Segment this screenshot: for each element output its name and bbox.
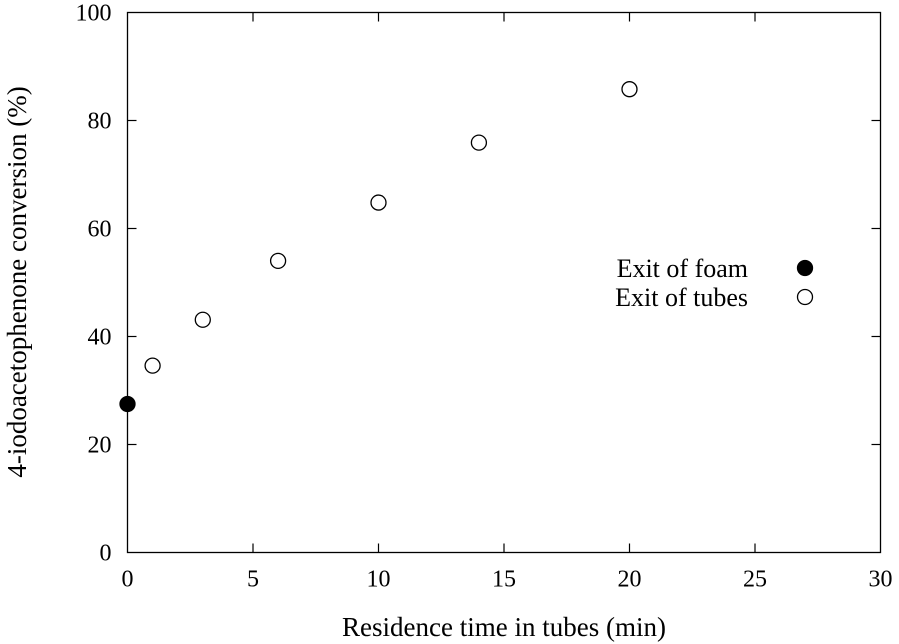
x-axis-label: Residence time in tubes (min) (342, 612, 666, 642)
y-tick-label: 100 (76, 1, 112, 27)
axis-ticks (127, 12, 881, 553)
plot-frame (126, 11, 882, 554)
point-exit-of-tubes (621, 81, 638, 98)
legend-marker-exit-of-tubes (796, 288, 814, 306)
x-tick-label: 0 (122, 567, 134, 593)
x-tick-label: 30 (869, 567, 893, 593)
point-exit-of-tubes (269, 252, 287, 270)
data-points (119, 81, 638, 413)
y-axis-label: 4-iodoacetophenone conversion (%) (2, 86, 32, 477)
legend-label-exit-of-foam: Exit of foam (617, 254, 748, 283)
y-tick-label: 0 (100, 541, 112, 567)
y-tick-label: 20 (88, 433, 112, 459)
legend: Exit of foam Exit of tubes (615, 254, 814, 312)
x-tick-label: 15 (492, 567, 516, 593)
tick-labels: 0 5 10 15 20 25 30 0 20 40 60 80 100 (76, 1, 893, 593)
x-tick-label: 25 (743, 567, 767, 593)
y-tick-label: 60 (88, 217, 112, 243)
legend-label-exit-of-tubes: Exit of tubes (615, 283, 748, 312)
x-tick-label: 10 (367, 567, 391, 593)
x-tick-label: 20 (618, 567, 642, 593)
y-tick-label: 40 (88, 325, 112, 351)
x-tick-label: 5 (247, 567, 259, 593)
point-exit-of-tubes (144, 357, 161, 374)
point-exit-of-tubes (370, 194, 387, 211)
point-exit-of-tubes (470, 134, 488, 151)
point-exit-of-foam (119, 395, 136, 413)
y-tick-label: 80 (88, 109, 112, 135)
point-exit-of-tubes (194, 311, 211, 328)
legend-marker-exit-of-foam (796, 259, 814, 277)
